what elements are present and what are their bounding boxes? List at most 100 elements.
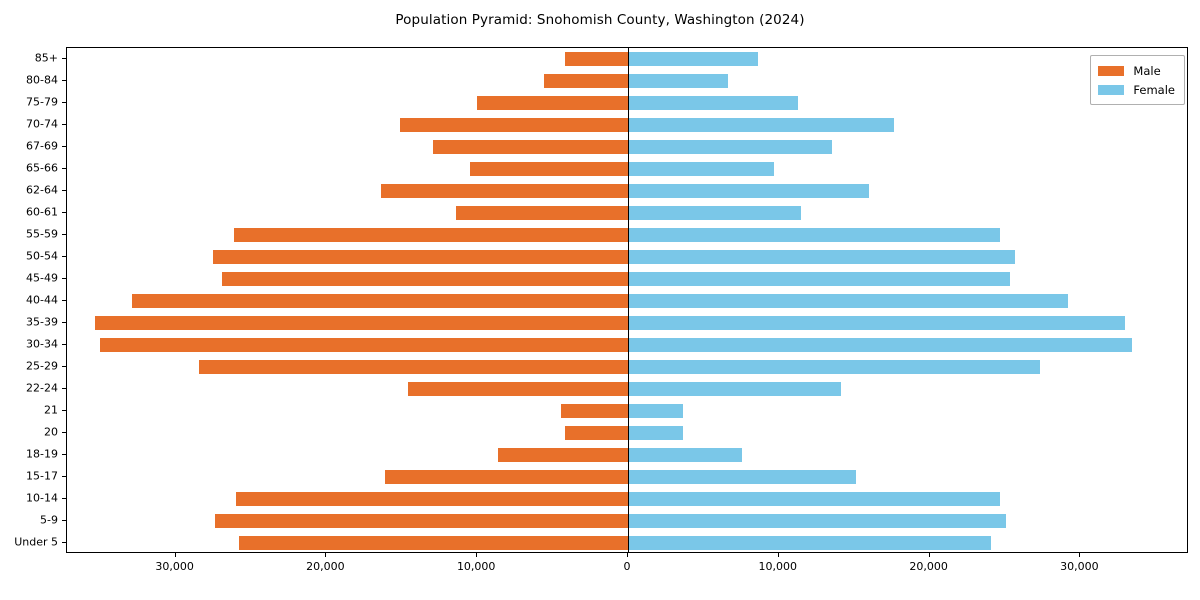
- legend-item-male: Male: [1098, 61, 1175, 80]
- bar-male: [456, 206, 628, 220]
- y-axis-tick-label: 55-59: [26, 227, 58, 241]
- y-axis-tick-mark: [62, 498, 66, 499]
- y-axis-tick-mark: [62, 366, 66, 367]
- y-axis-tick-mark: [62, 256, 66, 257]
- bar-female: [628, 74, 728, 88]
- y-axis-tick-mark: [62, 278, 66, 279]
- bar-female: [628, 250, 1015, 264]
- y-axis-tick-mark: [62, 520, 66, 521]
- y-axis-tick-label: 62-64: [26, 183, 58, 197]
- bar-female: [628, 382, 841, 396]
- x-axis-tick-mark: [777, 553, 779, 557]
- y-axis-tick-mark: [62, 190, 66, 191]
- y-axis-tick-label: 5-9: [40, 513, 58, 527]
- bar-male: [433, 140, 628, 154]
- bar-male: [407, 382, 628, 396]
- x-axis-tick-mark: [174, 553, 176, 557]
- y-axis-tick-labels: Under 5 5-9 10-14 15-17 18-19 20 21 22-24 25-29 3…: [0, 47, 58, 553]
- bar-male: [380, 184, 628, 198]
- bar-male: [198, 360, 628, 374]
- y-axis-tick-mark: [62, 212, 66, 213]
- bar-male: [222, 272, 628, 286]
- bar-male: [214, 514, 628, 528]
- bar-female: [628, 426, 683, 440]
- bar-female: [628, 118, 895, 132]
- bar-male: [385, 470, 628, 484]
- y-axis-tick-label: 20: [44, 425, 58, 439]
- bar-female: [628, 360, 1040, 374]
- x-axis-tick-mark: [476, 553, 478, 557]
- y-axis-tick-mark: [62, 410, 66, 411]
- bar-female: [628, 492, 1001, 506]
- bar-male: [561, 404, 628, 418]
- y-axis-tick-label: 45-49: [26, 271, 58, 285]
- y-axis-tick-label: 35-39: [26, 315, 58, 329]
- y-axis-tick-marks: [0, 47, 66, 553]
- bar-female: [628, 338, 1133, 352]
- bar-male: [234, 228, 628, 242]
- bar-male: [238, 536, 628, 550]
- bar-female: [628, 514, 1006, 528]
- y-axis-tick-label: 75-79: [26, 95, 58, 109]
- bar-male: [497, 448, 628, 462]
- y-axis-tick-mark: [62, 388, 66, 389]
- y-axis-tick-label: 15-17: [26, 469, 58, 483]
- legend-label-male: Male: [1133, 63, 1161, 78]
- x-axis-tick-label: 30,000: [1060, 560, 1099, 573]
- y-axis-tick-label: 60-61: [26, 205, 58, 219]
- x-axis-ticks: 30,000 20,000 10,000 0 10,000 20,000 30,000: [66, 553, 1188, 593]
- legend-swatch-female: [1098, 84, 1125, 95]
- bar-female: [628, 448, 742, 462]
- y-axis-tick-mark: [62, 124, 66, 125]
- x-axis-tick-label: 20,000: [909, 560, 948, 573]
- y-axis-tick-mark: [62, 476, 66, 477]
- bar-female: [628, 404, 683, 418]
- legend-label-female: Female: [1133, 82, 1175, 97]
- bar-male: [94, 316, 628, 330]
- y-axis-tick-label: 40-44: [26, 293, 58, 307]
- bar-female: [628, 140, 832, 154]
- y-axis-tick-label: 70-74: [26, 117, 58, 131]
- bar-female: [628, 294, 1068, 308]
- y-axis-tick-label: 21: [44, 403, 58, 417]
- y-axis-tick-mark: [62, 234, 66, 235]
- legend-swatch-male: [1098, 65, 1125, 76]
- bar-female: [628, 272, 1010, 286]
- y-axis-tick-mark: [62, 432, 66, 433]
- x-axis-tick-label: 20,000: [306, 560, 345, 573]
- y-axis-tick-label: 85+: [34, 51, 58, 65]
- y-axis-tick-label: 18-19: [26, 447, 58, 461]
- bar-female: [628, 536, 992, 550]
- y-axis-tick-mark: [62, 58, 66, 59]
- y-axis-tick-label: 65-66: [26, 161, 58, 175]
- y-axis-tick-mark: [62, 542, 66, 543]
- bar-male: [400, 118, 628, 132]
- y-axis-tick-mark: [62, 102, 66, 103]
- y-axis-tick-mark: [62, 168, 66, 169]
- x-axis-tick-label: 0: [623, 560, 631, 573]
- legend-item-female: Female: [1098, 80, 1175, 99]
- bar-male: [213, 250, 628, 264]
- y-axis-tick-mark: [62, 454, 66, 455]
- y-axis-tick-label: 30-34: [26, 337, 58, 351]
- chart-title: Population Pyramid: Snohomish County, Wa…: [395, 12, 805, 28]
- bar-female: [628, 162, 774, 176]
- bar-male: [235, 492, 628, 506]
- bar-male: [470, 162, 628, 176]
- x-axis-tick-mark: [627, 553, 628, 557]
- chart-legend: Male Female: [1090, 55, 1185, 105]
- bar-female: [628, 470, 856, 484]
- x-axis-tick-label: 30,000: [155, 560, 194, 573]
- x-axis-tick-label: 10,000: [758, 560, 798, 573]
- bar-male: [477, 96, 628, 110]
- y-axis-tick-mark: [62, 146, 66, 147]
- bar-male: [100, 338, 628, 352]
- bars-container: [67, 48, 1187, 552]
- bar-female: [628, 316, 1125, 330]
- bar-male: [544, 74, 628, 88]
- bar-male: [565, 426, 628, 440]
- y-axis-tick-mark: [62, 344, 66, 345]
- bar-male: [565, 52, 628, 66]
- zero-axis-line: [628, 48, 629, 552]
